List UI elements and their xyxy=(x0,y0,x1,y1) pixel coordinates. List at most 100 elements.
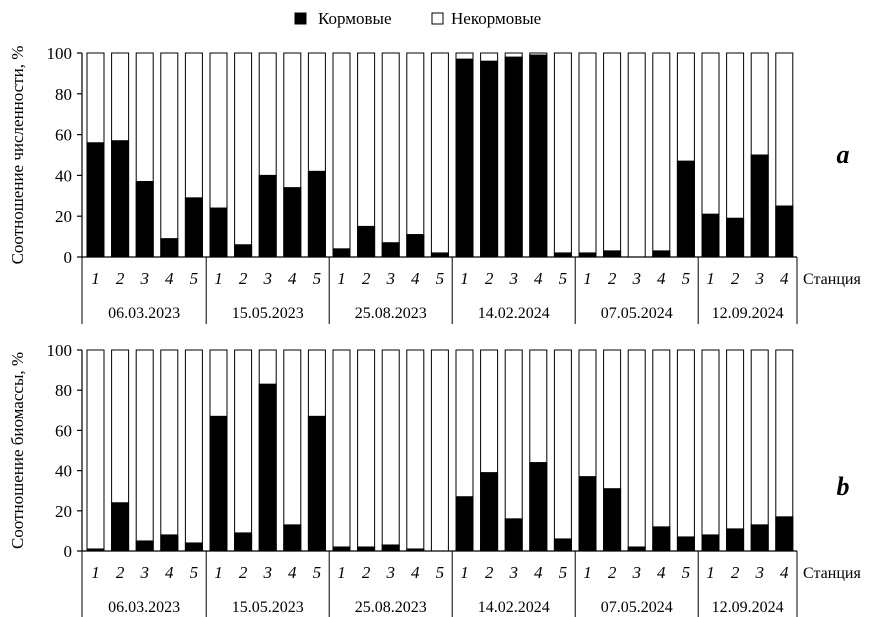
x-station-label: 1 xyxy=(460,563,469,582)
x-station-label: 1 xyxy=(583,269,592,288)
bar-feed xyxy=(234,532,253,552)
bar-feed xyxy=(455,496,474,552)
x-station-label: 3 xyxy=(262,563,272,582)
bar-feed xyxy=(726,217,745,258)
x-station-label: 4 xyxy=(534,269,543,288)
bar-nonfeed xyxy=(135,349,154,552)
bar-nonfeed xyxy=(652,52,671,258)
bar-feed xyxy=(430,252,449,258)
bar-feed xyxy=(209,207,228,258)
x-station-label: 4 xyxy=(288,563,297,582)
x-station-label: 1 xyxy=(337,269,346,288)
bar-feed xyxy=(184,542,203,552)
x-station-label: 3 xyxy=(508,269,518,288)
x-station-label: 1 xyxy=(91,269,100,288)
x-station-label: 1 xyxy=(214,563,223,582)
x-station-label: 2 xyxy=(608,269,617,288)
bar-feed xyxy=(553,252,572,258)
y-tick-label: 20 xyxy=(55,502,72,521)
y-tick-label: 0 xyxy=(64,542,73,561)
bar-feed xyxy=(676,160,695,258)
bar-feed xyxy=(480,60,499,258)
x-station-label: 3 xyxy=(631,269,641,288)
bar-nonfeed xyxy=(357,349,376,552)
x-station-label: 2 xyxy=(239,269,248,288)
x-station-label: 2 xyxy=(485,269,494,288)
legend-feed-label: Кормовые xyxy=(318,9,392,28)
y-tick-label: 60 xyxy=(55,421,72,440)
bar-feed xyxy=(652,250,671,258)
bar-feed xyxy=(111,502,130,552)
bar-feed xyxy=(676,536,695,552)
bar-feed xyxy=(775,516,794,552)
x-station-label: 5 xyxy=(313,269,322,288)
x-station-label: 4 xyxy=(411,269,420,288)
bar-feed xyxy=(652,526,671,552)
x-station-label: 3 xyxy=(508,563,518,582)
bar-feed xyxy=(258,174,277,258)
x-date-label: 12.09.2024 xyxy=(712,305,784,322)
bar-feed xyxy=(184,197,203,258)
bar-nonfeed xyxy=(86,349,105,552)
x-station-label: 5 xyxy=(682,563,691,582)
bar-nonfeed xyxy=(750,349,769,552)
x-station-label: 2 xyxy=(116,563,125,582)
bar-feed xyxy=(529,54,548,258)
bar-feed xyxy=(160,238,179,258)
x-station-label: 2 xyxy=(608,563,617,582)
bar-feed xyxy=(209,415,228,552)
bar-nonfeed xyxy=(627,349,646,552)
y-tick-label: 40 xyxy=(55,166,72,185)
bar-nonfeed xyxy=(430,349,449,552)
bar-feed xyxy=(234,244,253,258)
y-tick-label: 20 xyxy=(55,207,72,226)
x-station-label: 4 xyxy=(165,269,174,288)
bar-feed xyxy=(578,252,597,258)
x-axis-title: Станция xyxy=(803,271,861,288)
y-tick-label: 0 xyxy=(64,248,73,267)
bar-feed xyxy=(750,524,769,552)
bar-feed xyxy=(701,213,720,258)
bar-nonfeed xyxy=(553,52,572,258)
x-station-label: 5 xyxy=(559,269,568,288)
bar-feed xyxy=(135,540,154,552)
bar-feed xyxy=(86,142,105,258)
x-station-label: 1 xyxy=(337,563,346,582)
x-date-label: 06.03.2023 xyxy=(108,305,180,322)
bar-nonfeed xyxy=(160,52,179,258)
x-station-label: 4 xyxy=(780,269,789,288)
bar-feed xyxy=(283,187,302,258)
bar-feed xyxy=(357,225,376,258)
bar-feed xyxy=(455,58,474,258)
bar-nonfeed xyxy=(627,52,646,258)
x-station-label: 5 xyxy=(682,269,691,288)
x-station-label: 2 xyxy=(731,563,740,582)
y-tick-label: 80 xyxy=(55,381,72,400)
bar-feed xyxy=(750,154,769,258)
x-station-label: 2 xyxy=(362,269,371,288)
x-station-label: 3 xyxy=(139,269,149,288)
bar-feed xyxy=(135,181,154,258)
x-station-label: 1 xyxy=(460,269,469,288)
x-station-label: 2 xyxy=(731,269,740,288)
legend-feed-swatch xyxy=(294,12,307,25)
bar-nonfeed xyxy=(430,52,449,258)
legend-nonfeed-label: Некормовые xyxy=(451,9,541,28)
bar-feed xyxy=(775,205,794,258)
x-date-label: 25.08.2023 xyxy=(355,599,427,616)
y-tick-label: 100 xyxy=(47,44,73,63)
bar-feed xyxy=(160,534,179,552)
bar-feed xyxy=(332,248,351,258)
bar-feed xyxy=(603,250,622,258)
bar-feed xyxy=(480,472,499,552)
x-date-label: 15.05.2023 xyxy=(232,305,304,322)
x-station-label: 2 xyxy=(485,563,494,582)
legend: Кормовые Некормовые xyxy=(294,9,541,28)
x-station-label: 4 xyxy=(657,269,666,288)
x-station-label: 4 xyxy=(780,563,789,582)
x-date-label: 07.05.2024 xyxy=(601,599,673,616)
x-station-label: 1 xyxy=(583,563,592,582)
x-station-label: 2 xyxy=(239,563,248,582)
